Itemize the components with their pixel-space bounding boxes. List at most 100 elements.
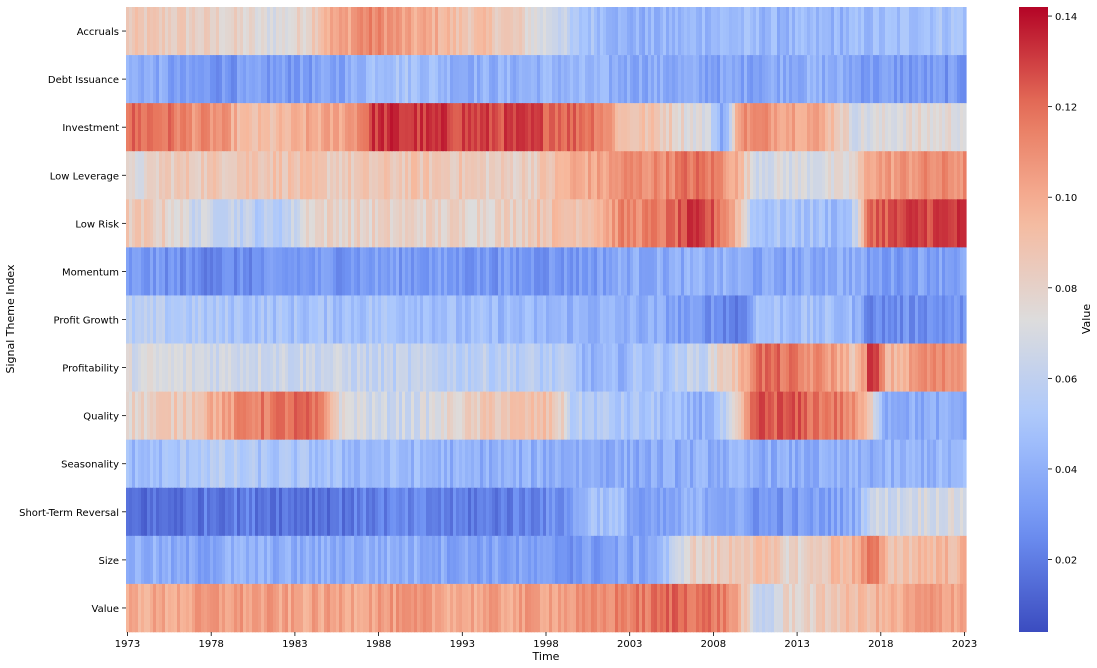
heatmap-cell (912, 55, 916, 104)
heatmap-cell (426, 199, 430, 248)
heatmap-cell (519, 151, 523, 200)
heatmap-cell (861, 55, 865, 104)
heatmap-cell (717, 7, 721, 56)
heatmap-cell (228, 343, 232, 392)
heatmap-cell (924, 151, 928, 200)
heatmap-cell (498, 439, 502, 489)
heatmap-cell (474, 391, 478, 440)
heatmap-cell (480, 535, 484, 585)
heatmap-cell (588, 55, 592, 104)
heatmap-cell (735, 487, 739, 537)
heatmap-cell (405, 439, 409, 489)
heatmap-cell (216, 487, 220, 537)
heatmap-cell (522, 247, 526, 296)
heatmap-cell (183, 343, 187, 392)
heatmap-cell (915, 583, 919, 633)
heatmap-cell (375, 439, 379, 489)
heatmap-cell (696, 487, 700, 537)
heatmap-cell (219, 439, 223, 489)
heatmap-cell (282, 535, 286, 585)
heatmap-cell (756, 103, 760, 152)
heatmap-cell (237, 199, 241, 248)
heatmap-cell (939, 199, 943, 248)
heatmap-cell (573, 439, 577, 489)
heatmap-cell (732, 295, 736, 344)
heatmap-cell (615, 55, 619, 104)
heatmap-cell (267, 583, 271, 633)
heatmap-cell (780, 295, 784, 344)
heatmap-cell (456, 247, 460, 296)
heatmap-cell (792, 391, 796, 440)
heatmap-cell (615, 151, 619, 200)
heatmap-cell (375, 487, 379, 537)
heatmap-cell (393, 247, 397, 296)
heatmap-cell (450, 295, 454, 344)
heatmap-cell (825, 7, 829, 56)
heatmap-cell (942, 391, 946, 440)
heatmap-cell (282, 487, 286, 537)
heatmap-cell (501, 199, 505, 248)
heatmap-cell (219, 247, 223, 296)
heatmap-cell (618, 535, 622, 585)
heatmap-cell (360, 247, 364, 296)
heatmap-cell (579, 535, 583, 585)
heatmap-cell (654, 583, 658, 633)
heatmap-cell (954, 7, 958, 56)
heatmap-cell (168, 391, 172, 440)
heatmap-cell (720, 55, 724, 104)
heatmap-cell (375, 103, 379, 152)
heatmap-cell (915, 535, 919, 585)
heatmap-cell (720, 7, 724, 56)
colorbar-tick-label: 0.14 (1055, 12, 1077, 23)
heatmap-cell (327, 7, 331, 56)
heatmap-cell (870, 151, 874, 200)
heatmap-cell (690, 295, 694, 344)
heatmap-cell (303, 199, 307, 248)
heatmap-cell (651, 391, 655, 440)
heatmap-cell (918, 7, 922, 56)
heatmap-cell (864, 151, 868, 200)
heatmap-cell (933, 391, 937, 440)
heatmap-cell (330, 295, 334, 344)
heatmap-cell (384, 7, 388, 56)
heatmap-cell (852, 247, 856, 296)
heatmap-cell (636, 583, 640, 633)
heatmap-cell (141, 151, 145, 200)
heatmap-cell (417, 343, 421, 392)
heatmap-cell (384, 343, 388, 392)
heatmap-cell (246, 7, 250, 56)
heatmap-cell (825, 391, 829, 440)
heatmap-cell (483, 151, 487, 200)
heatmap-cell (948, 487, 952, 537)
heatmap-cell (813, 343, 817, 392)
heatmap-cell (747, 55, 751, 104)
heatmap-cell (429, 151, 433, 200)
heatmap-cell (909, 55, 913, 104)
heatmap-cell (132, 583, 136, 633)
heatmap-cell (762, 247, 766, 296)
heatmap-cell (198, 535, 202, 585)
heatmap-cell (672, 151, 676, 200)
heatmap-cell (423, 247, 427, 296)
heatmap-cell (861, 7, 865, 56)
heatmap-cell (453, 583, 457, 633)
heatmap-cell (186, 439, 190, 489)
heatmap-cell (642, 55, 646, 104)
heatmap-cell (696, 295, 700, 344)
heatmap-cell (342, 55, 346, 104)
heatmap-cell (240, 439, 244, 489)
heatmap-cell (141, 295, 145, 344)
heatmap-cell (936, 103, 940, 152)
heatmap-cell (570, 55, 574, 104)
heatmap-cell (567, 583, 571, 633)
heatmap-cell (549, 151, 553, 200)
heatmap-cell (210, 103, 214, 152)
heatmap-cell (756, 583, 760, 633)
heatmap-cell (156, 439, 160, 489)
heatmap-cell (945, 391, 949, 440)
heatmap-cell (897, 295, 901, 344)
heatmap-cell (735, 7, 739, 56)
heatmap-cell (240, 103, 244, 152)
heatmap-cell (531, 439, 535, 489)
heatmap-cell (537, 391, 541, 440)
